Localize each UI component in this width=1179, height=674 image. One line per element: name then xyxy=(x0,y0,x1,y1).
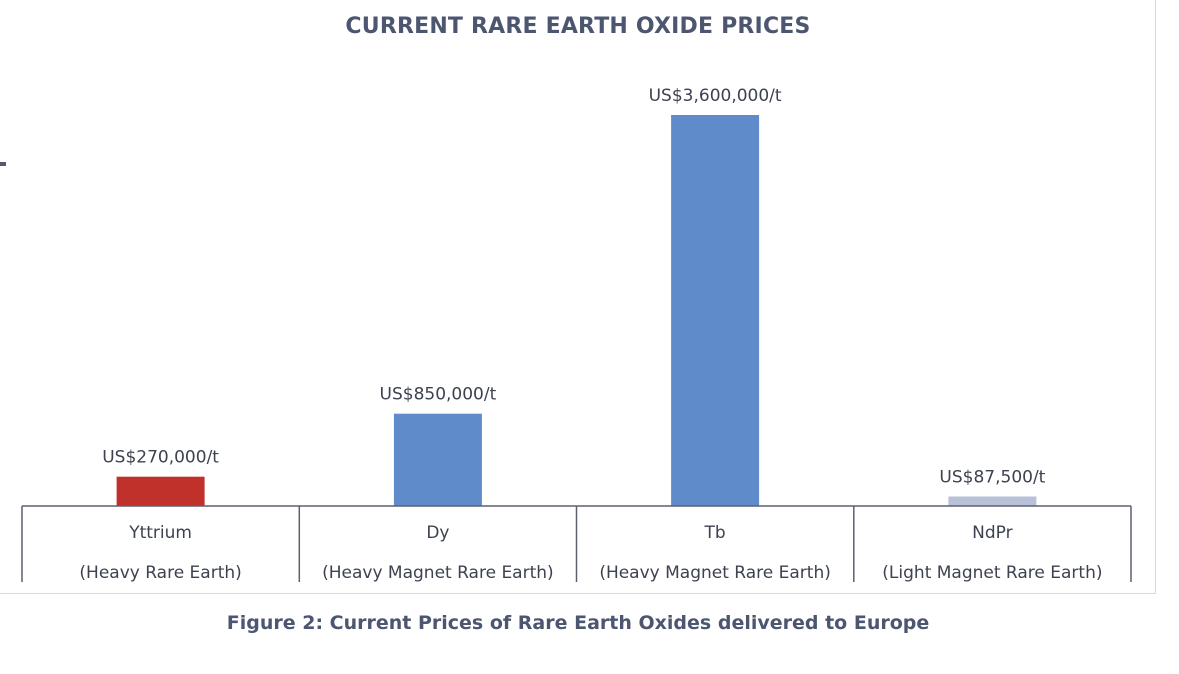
bar-ndpr xyxy=(948,496,1037,506)
bars-layer xyxy=(116,115,1037,506)
edge-tick-mark xyxy=(0,162,6,166)
bar-tb xyxy=(671,115,760,506)
category-sublabel-yttrium: (Heavy Rare Earth) xyxy=(79,563,241,583)
bar-dy xyxy=(393,413,482,506)
bar-yttrium xyxy=(116,476,205,506)
category-label-ndpr: NdPr xyxy=(972,523,1012,543)
category-axis xyxy=(21,505,1132,582)
data-labels-layer: US$270,000/t US$850,000/t US$3,600,000/t US… xyxy=(102,86,1045,488)
chart-title: CURRENT RARE EARTH OXIDE PRICES xyxy=(345,14,811,39)
category-sublabel-tb: (Heavy Magnet Rare Earth) xyxy=(599,563,831,583)
category-label-dy: Dy xyxy=(426,523,449,543)
category-label-tb: Tb xyxy=(704,523,726,543)
chart-frame xyxy=(0,0,1156,594)
data-label-dy: US$850,000/t xyxy=(380,385,497,405)
data-label-yttrium: US$270,000/t xyxy=(102,448,219,468)
category-sublabel-ndpr: (Light Magnet Rare Earth) xyxy=(882,563,1102,583)
category-labels-layer: Yttrium (Heavy Rare Earth) Dy (Heavy Magnet… xyxy=(79,523,1102,583)
category-label-yttrium: Yttrium xyxy=(128,523,192,543)
figure-caption: Figure 2: Current Prices of Rare Earth O… xyxy=(226,612,930,634)
category-sublabel-dy: (Heavy Magnet Rare Earth) xyxy=(322,563,554,583)
data-label-ndpr: US$87,500/t xyxy=(939,468,1045,488)
bar-chart: US$270,000/t US$850,000/t US$3,600,000/t US… xyxy=(21,86,1132,583)
data-label-tb: US$3,600,000/t xyxy=(649,86,782,106)
